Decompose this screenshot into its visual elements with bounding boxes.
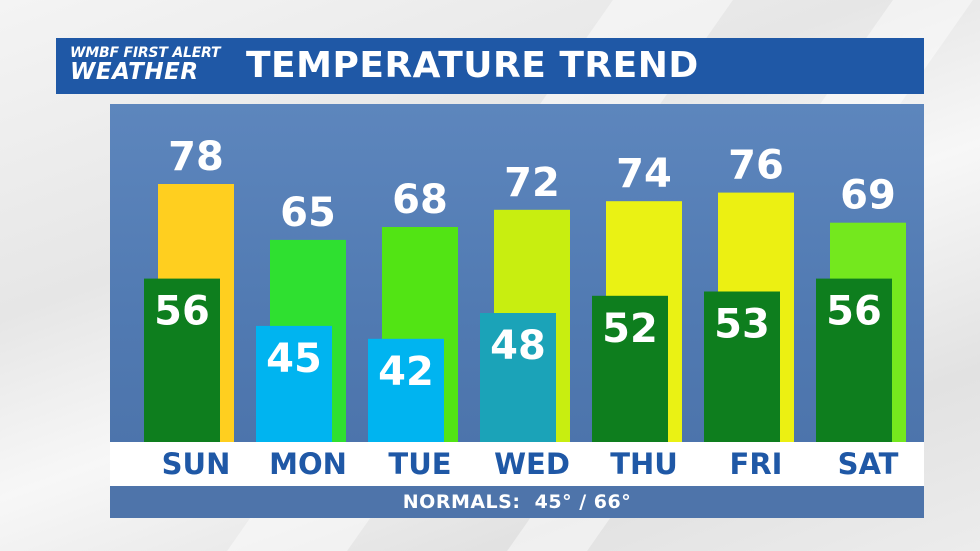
logo-line2: WEATHER — [70, 59, 199, 85]
page-title: TEMPERATURE TREND — [246, 45, 699, 86]
low-label-sat: 56 — [826, 289, 882, 335]
low-bar-sun — [144, 278, 220, 442]
header-bar: WMBF FIRST ALERT WEATHER TEMPERATURE TRE… — [56, 38, 924, 94]
low-label-mon: 45 — [266, 336, 322, 382]
normals-text: NORMALS: 45° / 66° — [402, 491, 632, 513]
day-label-tue: TUE — [388, 447, 452, 481]
high-label-mon: 65 — [280, 190, 336, 236]
day-label-fri: FRI — [729, 447, 783, 481]
low-bar-wed — [480, 313, 556, 442]
low-label-sun: 56 — [154, 289, 210, 335]
low-bar-fri — [704, 291, 780, 442]
low-bar-tue — [368, 338, 444, 442]
low-label-fri: 53 — [714, 302, 770, 348]
low-label-wed: 48 — [490, 323, 546, 369]
low-bar-sat — [816, 278, 892, 442]
high-label-thu: 74 — [616, 151, 672, 197]
high-label-fri: 76 — [728, 143, 784, 189]
day-label-thu: THU — [610, 447, 678, 481]
temperature-chart: 78 56 65 45 68 42 72 48 74 52 76 53 69 56 — [144, 134, 906, 442]
station-logo: WMBF FIRST ALERT WEATHER — [62, 42, 242, 90]
low-label-tue: 42 — [378, 349, 434, 395]
day-label-wed: WED — [494, 447, 570, 481]
normals-strip: NORMALS: 45° / 66° — [110, 486, 924, 518]
high-label-wed: 72 — [504, 160, 560, 206]
logo-line1: WMBF FIRST ALERT — [70, 45, 221, 61]
chart-panel: SUN MON TUE WED THU FRI SAT 78 56 65 45 68 42 72 48 74… — [110, 104, 924, 518]
low-bar-thu — [592, 295, 668, 442]
low-label-thu: 52 — [602, 306, 658, 352]
high-label-sun: 78 — [168, 134, 224, 180]
day-label-sat: SAT — [837, 447, 899, 481]
high-label-sat: 69 — [840, 173, 896, 219]
day-label-mon: MON — [269, 447, 347, 481]
low-bar-mon — [256, 325, 332, 442]
day-label-strip: SUN MON TUE WED THU FRI SAT — [110, 442, 924, 486]
high-label-tue: 68 — [392, 177, 448, 223]
day-label-sun: SUN — [161, 447, 231, 481]
